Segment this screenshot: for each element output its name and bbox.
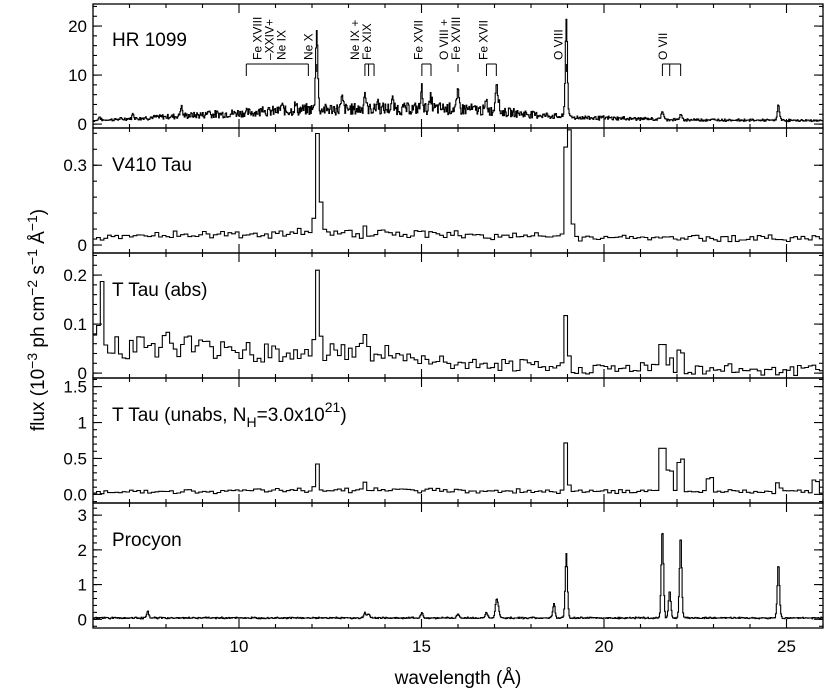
y-tick-label: 0.2: [63, 266, 87, 285]
y-title-prefix: flux (10: [28, 369, 49, 431]
panel-3: 0 0.1 0.2 T Tau (abs): [63, 252, 824, 383]
panel-frame: [92, 252, 824, 379]
panel-label-subscript: H: [246, 414, 256, 430]
y-tick-label: 1.5: [63, 378, 87, 397]
y-tick-label: 2: [78, 541, 87, 560]
y-tick-label: 0.0: [63, 485, 87, 504]
y-title-exp: −1: [24, 249, 40, 265]
y-tick-label: 20: [68, 17, 87, 36]
line-id-label: Fe XVII: [476, 20, 490, 60]
y-tick-label: 0: [78, 236, 87, 255]
panel-label: V410 Tau: [112, 155, 192, 176]
panel-4: 0.0 0.5 1 1.5 T Tau (unabs, NH=3.0x1021): [63, 377, 824, 504]
y-tick-label: 0.1: [63, 315, 87, 334]
y-tick-label: 1: [78, 576, 87, 595]
panel-2: 0 0.3 V410 Tau: [63, 127, 824, 255]
line-id-label: –XXIV+: [262, 19, 276, 60]
panel-label-part: T Tau (unabs, N: [112, 405, 246, 426]
spectrum-trace: [93, 532, 824, 620]
y-axis-title: flux (10−3 ph cm−2 s−1 Å−1): [24, 209, 49, 431]
line-id-label: Fe XVII: [411, 20, 425, 60]
y-title-unit: s: [28, 265, 49, 280]
spectrum-trace: [93, 18, 824, 123]
line-id-8: O VII: [656, 33, 682, 76]
line-identifications: Fe XVIII–XXIV+Ne IX Ne X Ne IX +Fe XIX Fe X…: [245, 17, 682, 76]
line-id-2: Ne X: [302, 33, 318, 72]
y-tick-label: 10: [68, 66, 87, 85]
x-tick-label: 25: [777, 637, 796, 656]
y-title-unit: Å: [28, 231, 49, 249]
panel-label: T Tau (abs): [112, 280, 207, 301]
line-id-label: Fe XVIII: [250, 17, 264, 60]
line-id-label: Fe XVIII: [449, 17, 463, 60]
line-id-3: Ne IX +Fe XIX: [348, 20, 375, 76]
line-id-label: O VIII +: [437, 19, 451, 60]
y-tick-label: 0: [78, 610, 87, 629]
y-tick-label: 0: [78, 115, 87, 134]
line-id-label: Ne IX +: [348, 20, 362, 60]
line-id-7: O VIII: [551, 29, 567, 72]
x-axis-title: wavelength (Å): [394, 668, 522, 689]
line-id-5: O VIII +Fe XVIII: [437, 17, 463, 72]
panel-label-superscript: 21: [325, 399, 341, 415]
panel-label-part: ): [340, 405, 346, 426]
panel-5: 0 1 2 3 Procyon: [78, 502, 824, 629]
y-title-unit: ph cm: [28, 296, 49, 353]
y-title-suffix: ): [28, 209, 49, 215]
line-id-6: Fe XVII: [476, 20, 497, 76]
y-tick-label: 3: [78, 506, 87, 525]
x-tick-label: 20: [595, 637, 614, 656]
spectrum-trace: [93, 442, 823, 495]
y-tick-label: 0.3: [63, 156, 87, 175]
line-id-label: Ne X: [302, 33, 316, 60]
y-tick-label: 1: [78, 414, 87, 433]
line-id-1: Fe XVIII–XXIV+Ne IX: [245, 17, 309, 76]
panel-label: T Tau (unabs, NH=3.0x1021): [112, 399, 347, 430]
line-id-label: Ne IX: [274, 30, 288, 60]
y-tick-label: 0: [78, 364, 87, 383]
panel-label: HR 1099: [112, 30, 187, 51]
spectrum-trace: [93, 269, 823, 376]
y-title-exp: −1: [24, 215, 40, 231]
x-axis: 10 15 20 25: [230, 637, 796, 656]
line-id-label: Fe XIX: [360, 23, 374, 60]
x-tick-label: 10: [230, 637, 249, 656]
y-title-exp: −3: [24, 353, 40, 369]
panel-label-part: =3.0x10: [257, 405, 325, 426]
x-tick-label: 15: [412, 637, 431, 656]
panel-frame: [92, 502, 824, 629]
y-tick-label: 0.5: [63, 449, 87, 468]
y-title-exp: −2: [24, 280, 40, 296]
line-id-label: O VIII: [551, 29, 565, 60]
line-id-4: Fe XVII: [411, 20, 432, 76]
panel-label: Procyon: [112, 530, 182, 551]
spectrum-trace: [93, 129, 823, 243]
line-id-label: O VII: [656, 33, 670, 60]
